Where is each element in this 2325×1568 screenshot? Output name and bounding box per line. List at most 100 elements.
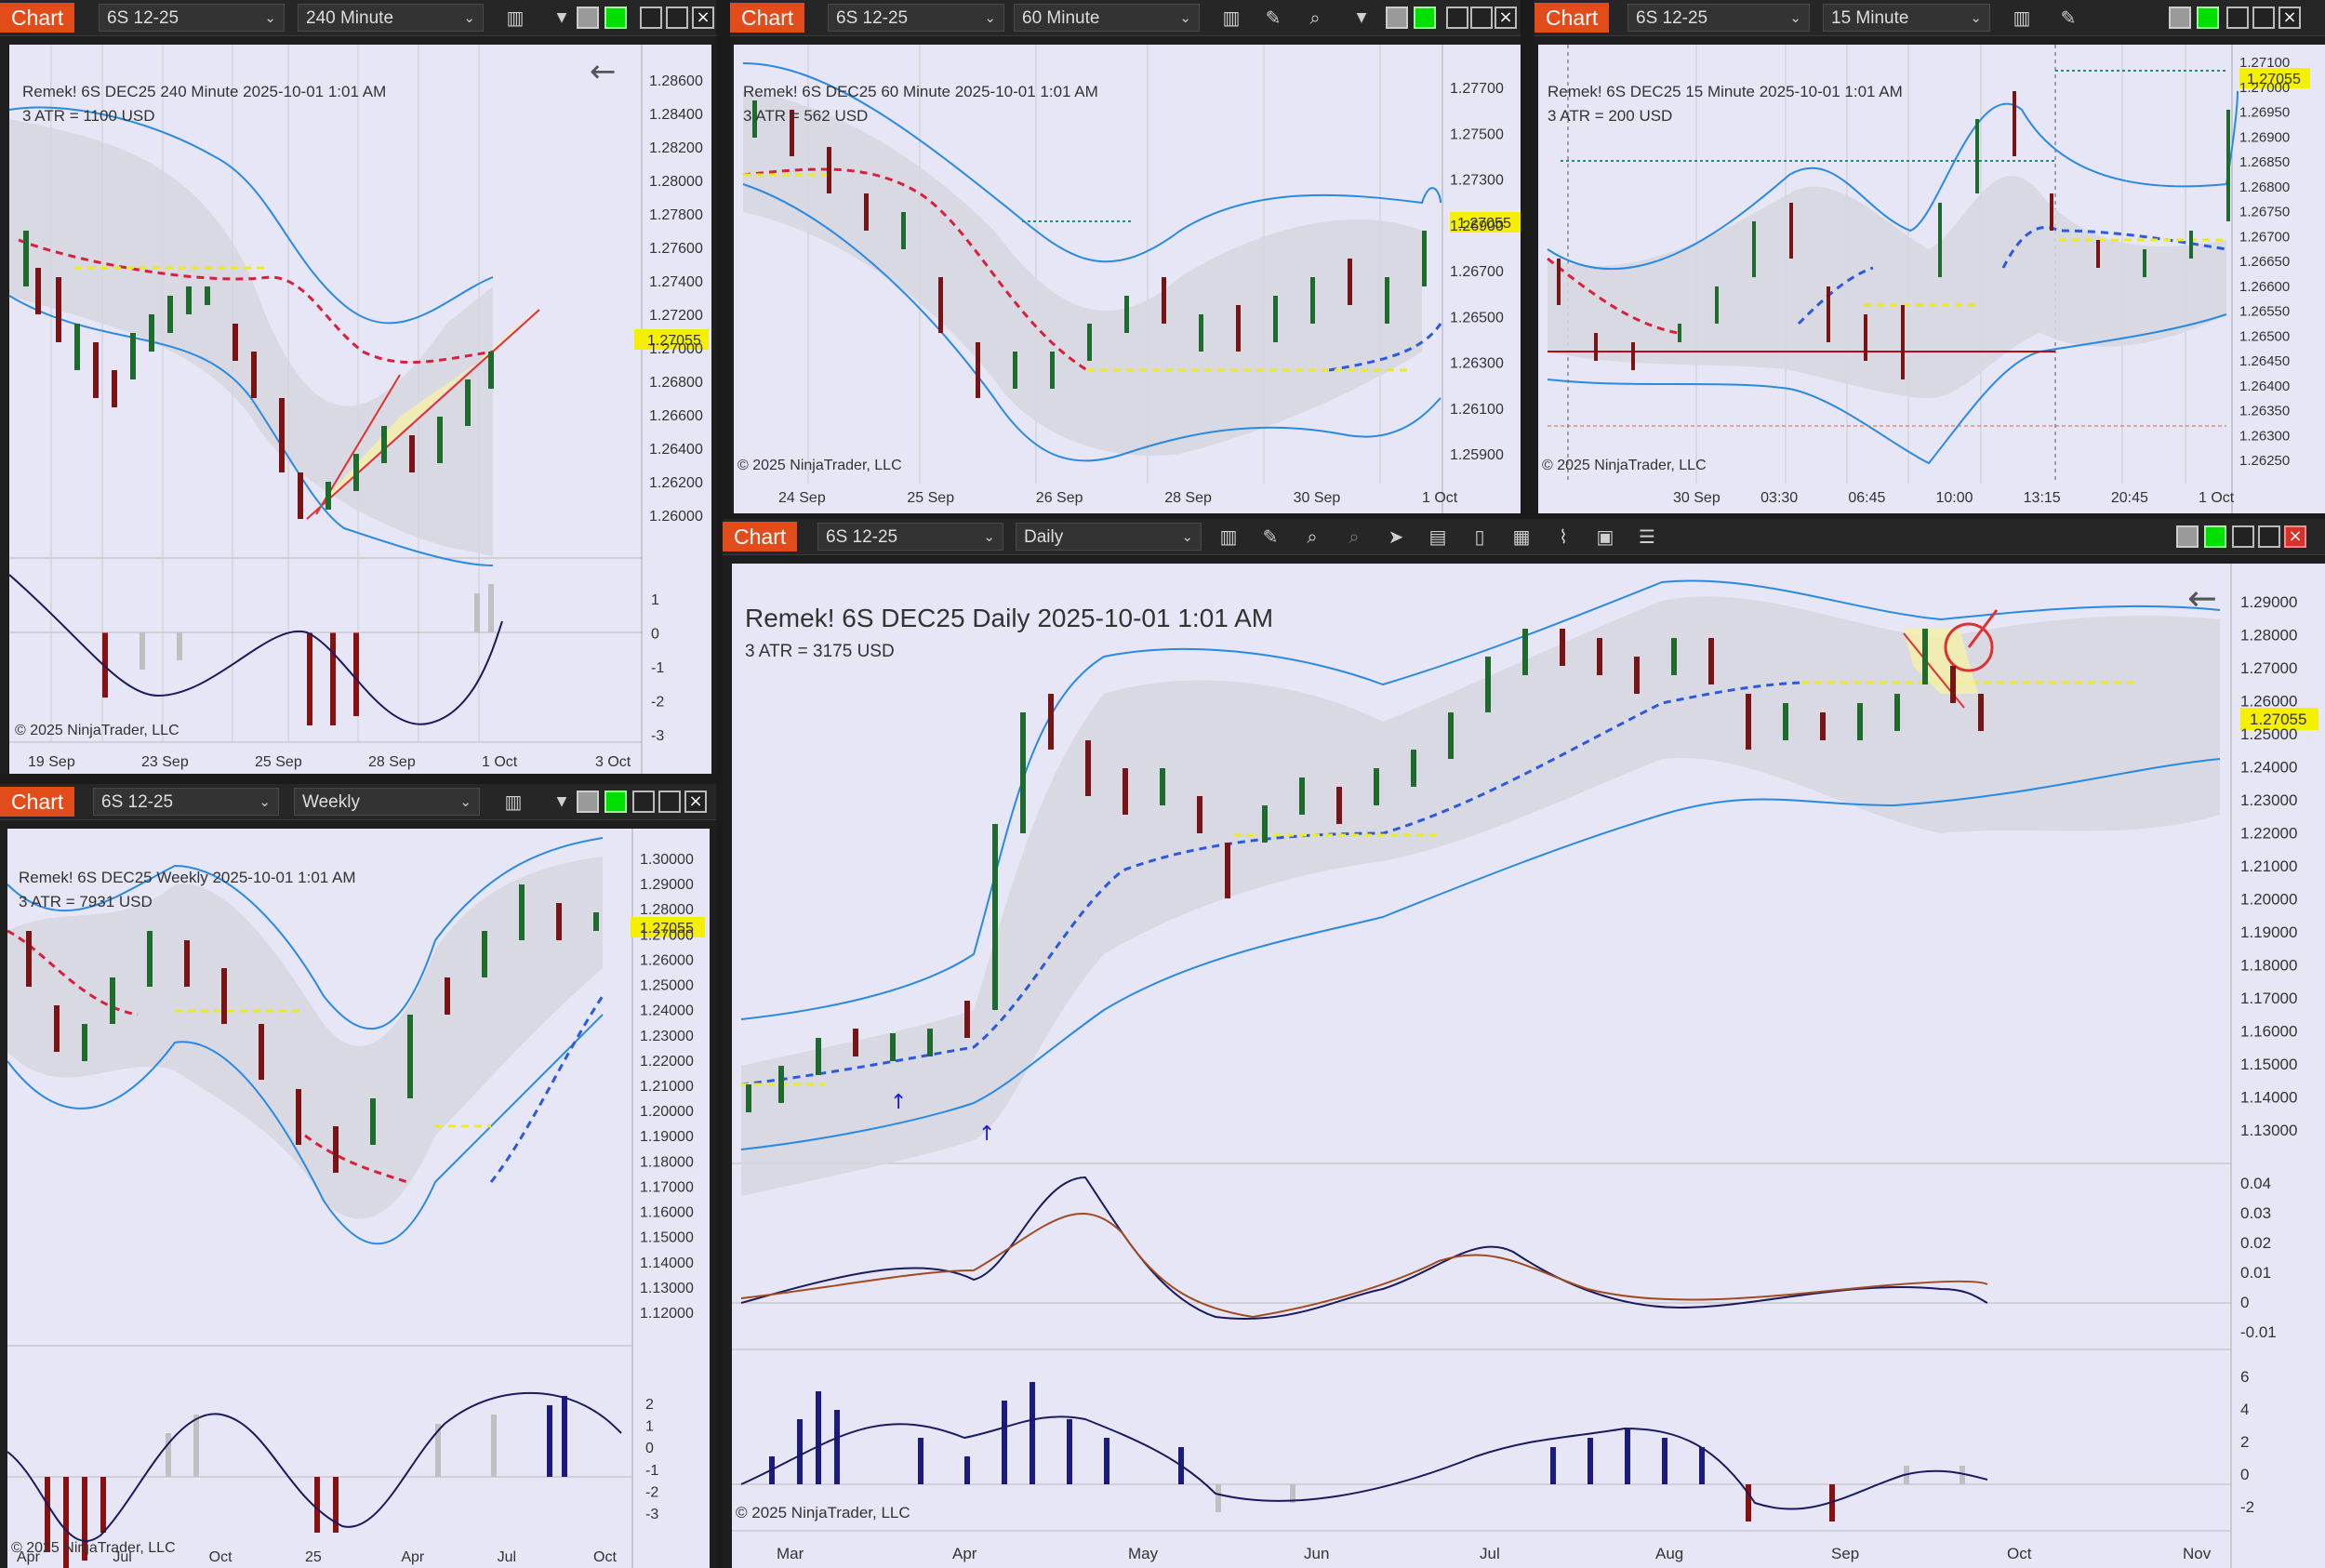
atr-line: 3 ATR = 562 USD: [743, 107, 868, 125]
drawing-tool-icon[interactable]: ✎: [2060, 7, 2077, 29]
interval-selector[interactable]: 15 Minute ⌄: [1823, 4, 1990, 32]
chart-canvas: Remek! 6S DEC25 Daily 2025-10-01 1:01 AM…: [732, 564, 2318, 1568]
link-color-green-button[interactable]: [1414, 7, 1436, 29]
chevron-down-icon[interactable]: ▼: [556, 794, 567, 809]
zoom-in-icon[interactable]: ⌕: [1307, 525, 1318, 548]
back-arrow-icon[interactable]: ←: [2187, 578, 2217, 618]
chart-plot-area[interactable]: Remek! 6S DEC25 60 Minute 2025-10-01 1:0…: [734, 45, 1521, 513]
link-color-green-button[interactable]: [604, 791, 627, 813]
list-icon[interactable]: ☰: [1639, 525, 1655, 548]
chart-window-15min: Chart 6S 12-25 ⌄ 15 Minute ⌄ ▥ ✎ ×: [1534, 0, 2325, 513]
minimize-button[interactable]: [640, 7, 662, 29]
y-axis-labels: 1.29000 1.28000 1.27000 1.26000 1.25000 1.240…: [2240, 593, 2297, 1139]
axis-tick-label: 0: [2240, 1294, 2249, 1311]
interval-selector[interactable]: Daily ⌄: [1016, 523, 1202, 551]
zoom-out-icon[interactable]: ⌕: [1348, 525, 1360, 548]
instrument-selector[interactable]: 6S 12-25 ⌄: [93, 788, 279, 816]
maximize-button[interactable]: [658, 791, 681, 813]
bars-type-icon[interactable]: ▥: [506, 7, 525, 29]
maximize-button[interactable]: [666, 7, 688, 29]
bars-type-icon[interactable]: ▥: [2013, 7, 2031, 29]
axis-tick-label: 1.16000: [2240, 1023, 2297, 1041]
link-color-gray-button[interactable]: [577, 791, 599, 813]
copyright-text: © 2025 NinjaTrader, LLC: [736, 1504, 910, 1521]
templates-icon[interactable]: ⌇: [1559, 525, 1568, 548]
axis-tick-label: 1.15000: [2240, 1056, 2297, 1073]
properties-icon[interactable]: ▣: [1596, 525, 1614, 548]
close-button[interactable]: ×: [692, 7, 714, 29]
close-button[interactable]: ×: [2284, 525, 2306, 548]
maximize-button[interactable]: [1470, 7, 1493, 29]
link-color-gray-button[interactable]: [2176, 525, 2199, 548]
minimize-button[interactable]: [1446, 7, 1468, 29]
chart-plot-area[interactable]: Remek! 6S DEC25 240 Minute 2025-10-01 1:…: [9, 45, 711, 774]
axis-tick-label: 1.26250: [2239, 453, 2290, 469]
minimize-button[interactable]: [632, 791, 655, 813]
axis-tick-label: 1.21000: [2240, 857, 2297, 875]
interval-selector[interactable]: 60 Minute ⌄: [1014, 4, 1200, 32]
price-tag: [631, 917, 705, 937]
close-button[interactable]: ×: [684, 791, 707, 813]
maximize-button[interactable]: [2258, 525, 2280, 548]
upper-band: [9, 106, 494, 325]
pointer-icon[interactable]: ➤: [1388, 525, 1404, 548]
link-color-gray-button[interactable]: [2169, 7, 2191, 29]
interval-selector[interactable]: 240 Minute ⌄: [298, 4, 484, 32]
chart-plot-area[interactable]: Remek! 6S DEC25 15 Minute 2025-10-01 1:0…: [1538, 45, 2325, 513]
chart-plot-area[interactable]: Remek! 6S DEC25 Daily 2025-10-01 1:01 AM…: [732, 564, 2325, 1568]
zoom-icon[interactable]: ⌕: [1309, 7, 1321, 29]
link-color-green-button[interactable]: [2204, 525, 2226, 548]
lower-dashed-line: [489, 995, 604, 1183]
close-button[interactable]: ×: [2278, 7, 2301, 29]
chart-menu-button[interactable]: Chart: [0, 3, 75, 33]
chevron-down-icon: ⌄: [259, 794, 271, 810]
instrument-selector[interactable]: 6S 12-25 ⌄: [828, 4, 1004, 32]
axis-tick-label: -1: [651, 660, 664, 676]
bars-type-icon[interactable]: ▥: [1219, 525, 1238, 548]
chart-menu-button[interactable]: Chart: [723, 522, 798, 551]
axis-tick-label: 25 Sep: [255, 754, 302, 770]
minimize-button[interactable]: [2226, 7, 2249, 29]
maximize-button[interactable]: [2252, 7, 2275, 29]
close-button[interactable]: ×: [1495, 7, 1517, 29]
axis-tick-label: 1.30000: [640, 852, 694, 868]
axis-tick-label: -2: [2240, 1498, 2254, 1516]
back-arrow-icon[interactable]: ←: [590, 53, 617, 90]
price-tag-text: 1.27055: [1457, 216, 1511, 232]
lower-dashed-line: [1328, 323, 1442, 372]
chart-menu-button[interactable]: Chart: [730, 3, 805, 33]
axis-tick-label: 1.26000: [649, 509, 703, 525]
link-color-gray-button[interactable]: [1386, 7, 1408, 29]
link-color-green-button[interactable]: [2197, 7, 2219, 29]
link-color-green-button[interactable]: [604, 7, 627, 29]
chart-menu-button[interactable]: Chart: [1534, 3, 1610, 33]
instrument-selector[interactable]: 6S 12-25 ⌄: [1628, 4, 1810, 32]
price-candles: [26, 884, 599, 1173]
axis-tick-label: 1.26600: [2239, 279, 2290, 295]
indicators-icon[interactable]: ▯: [1474, 525, 1485, 548]
instrument-selector[interactable]: 6S 12-25 ⌄: [817, 523, 1003, 551]
strategies-icon[interactable]: ▦: [1512, 525, 1531, 548]
link-color-gray-button[interactable]: [577, 7, 599, 29]
bars-type-icon[interactable]: ▥: [1222, 7, 1241, 29]
axis-tick-label: 1.21000: [640, 1079, 694, 1095]
bars-type-icon[interactable]: ▥: [504, 791, 523, 813]
upper-band: [742, 62, 1442, 263]
minimize-button[interactable]: [2232, 525, 2254, 548]
chart-toolbar: Chart 6S 12-25 ⌄ 240 Minute ⌄ ▥ ▼ ×: [0, 0, 716, 36]
drawing-tool-icon[interactable]: ✎: [1265, 7, 1282, 29]
price-tag-text: 1.27055: [2247, 72, 2301, 87]
axis-tick-label: 1.20000: [2240, 891, 2297, 909]
chevron-down-icon[interactable]: ▼: [1356, 10, 1367, 25]
axis-tick-label: 1.28000: [649, 174, 703, 190]
data-box-icon[interactable]: ▤: [1428, 525, 1447, 548]
chevron-down-icon[interactable]: ▼: [556, 10, 567, 25]
drawing-tool-icon[interactable]: ✎: [1262, 525, 1279, 548]
interval-selector[interactable]: Weekly ⌄: [294, 788, 480, 816]
chart-plot-area[interactable]: Remek! 6S DEC25 Weekly 2025-10-01 1:01 A…: [7, 829, 710, 1568]
instrument-selector[interactable]: 6S 12-25 ⌄: [99, 4, 285, 32]
chart-menu-button[interactable]: Chart: [0, 787, 75, 817]
chart-canvas: Remek! 6S DEC25 Weekly 2025-10-01 1:01 A…: [7, 829, 705, 1568]
atr-line: 3 ATR = 7931 USD: [19, 893, 153, 910]
axis-tick-label: Jun: [1304, 1545, 1329, 1562]
